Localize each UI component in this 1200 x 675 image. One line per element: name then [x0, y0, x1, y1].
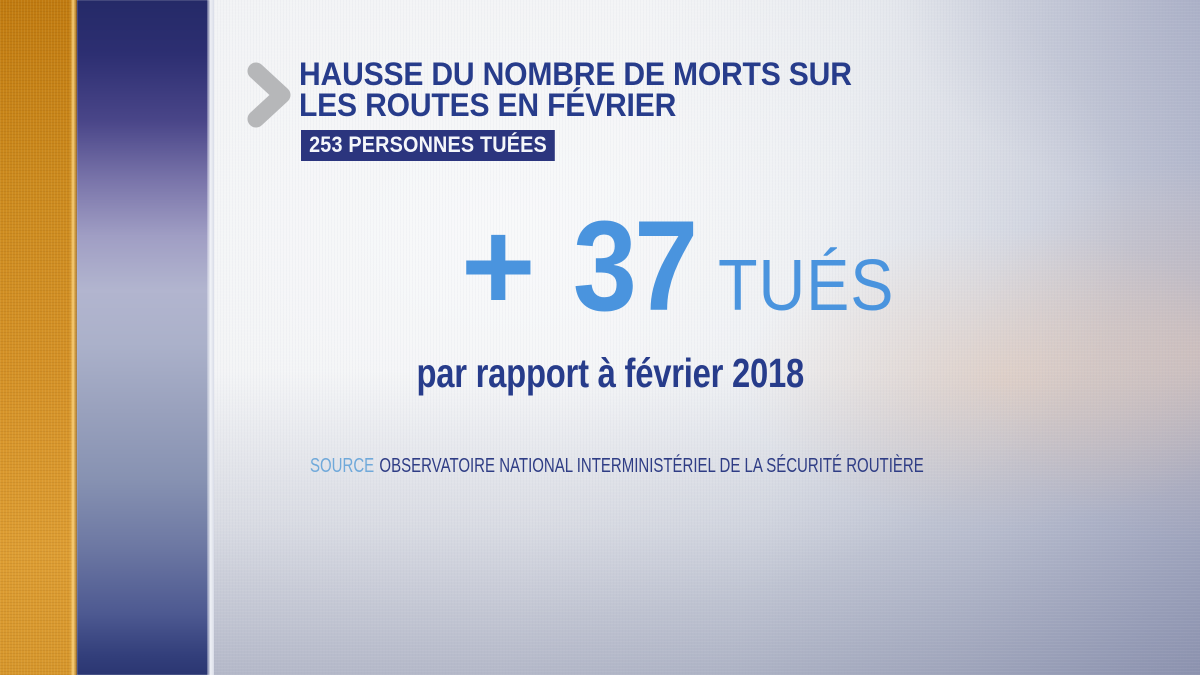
- statistic-badge: 253 PERSONNES TUÉES: [301, 130, 556, 161]
- left-blurred-studio-strip: [77, 0, 211, 675]
- key-figure: + 37 TUÉS: [215, 203, 1160, 331]
- content-panel: [214, 0, 1200, 675]
- comparison-line: par rapport à février 2018: [215, 353, 1005, 394]
- figure-value: 37: [572, 195, 697, 338]
- figure-unit: TUÉS: [718, 246, 895, 326]
- comparison-text: par rapport à février 2018: [416, 350, 804, 396]
- left-orange-bar: [0, 0, 77, 675]
- vertical-separator-line: [207, 0, 214, 675]
- headline-line1: HAUSSE DU NOMBRE DE MORTS SUR: [299, 56, 852, 92]
- source-line: SOURCE OBSERVATOIRE NATIONAL INTERMINISTÉ…: [310, 455, 924, 477]
- headline-line2: LES ROUTES EN FÉVRIER: [299, 87, 677, 123]
- chevron-right-icon: [247, 62, 291, 128]
- headline-title: HAUSSE DU NOMBRE DE MORTS SUR LES ROUTES…: [299, 56, 852, 123]
- source-text: OBSERVATOIRE NATIONAL INTERMINISTÉRIEL D…: [379, 455, 924, 477]
- plus-sign: +: [460, 195, 536, 338]
- source-label: SOURCE: [310, 455, 375, 477]
